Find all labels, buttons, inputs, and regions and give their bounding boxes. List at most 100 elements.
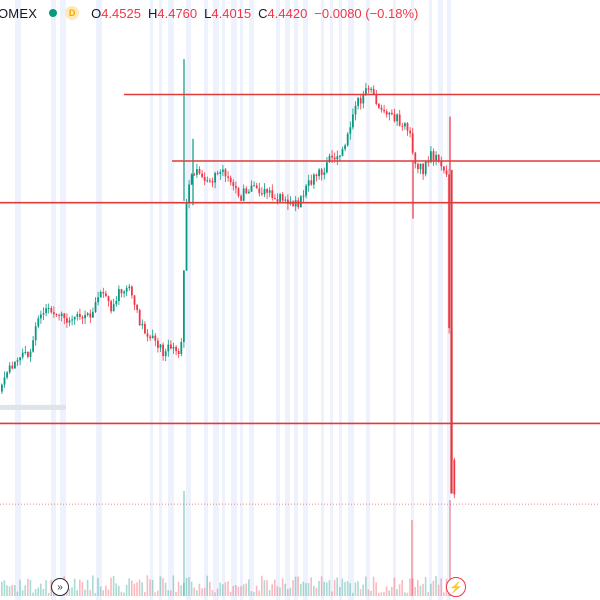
candle-body [24, 352, 27, 354]
candle-body [164, 351, 167, 357]
candle-body [396, 114, 398, 122]
candle-body [34, 326, 37, 341]
candle-body [58, 315, 60, 317]
candle-body [99, 292, 102, 298]
volume-bar [42, 588, 45, 596]
session-band [231, 0, 237, 600]
volume-bar [255, 585, 258, 596]
volume-bar [414, 586, 416, 596]
volume-bar [349, 583, 351, 596]
session-band [411, 0, 414, 600]
volume-bar [11, 584, 13, 596]
interval-badge[interactable]: D [65, 6, 80, 20]
candle-body [359, 97, 362, 104]
candle-body [344, 145, 346, 150]
ohlc-close: C4.4420 [258, 5, 308, 21]
volume-bar [333, 579, 336, 596]
candle-body [255, 185, 258, 189]
volume-bar [193, 587, 195, 596]
volume-bar [344, 581, 346, 596]
volume-bar [393, 577, 396, 596]
lightning-icon[interactable]: ⚡ [446, 577, 466, 597]
volume-bar [29, 579, 32, 596]
volume-bar [73, 578, 76, 596]
volume-bar [27, 578, 29, 596]
candle-body [159, 344, 162, 348]
candle-body [97, 297, 99, 303]
candle-body [216, 173, 219, 175]
volume-bar [245, 583, 247, 596]
candle-body [242, 188, 245, 201]
candle-body [352, 114, 354, 128]
volume-bar [362, 584, 364, 596]
session-band [150, 0, 153, 600]
volume-bar [229, 591, 232, 596]
candle-body [383, 109, 385, 112]
volume-bar [432, 580, 435, 596]
volume-bar [281, 578, 284, 596]
candle-body [453, 459, 456, 495]
candle-body [89, 313, 92, 318]
volume-bar [94, 592, 97, 596]
volume-bar [443, 592, 445, 596]
volume-bar [313, 586, 315, 596]
volume-bar [125, 584, 128, 596]
candle-body [362, 93, 365, 104]
candle-body [45, 308, 47, 314]
volume-bar [180, 585, 182, 596]
volume-bar [396, 589, 398, 596]
volume-bar [388, 590, 390, 596]
volume-bar [258, 590, 260, 596]
candle-body [66, 318, 68, 323]
volume-bar [232, 585, 234, 596]
volume-bar [115, 583, 117, 596]
candle-body [448, 174, 450, 329]
candle-body [440, 161, 443, 167]
double-chevron-right-icon[interactable]: » [51, 578, 69, 596]
volume-bar [211, 589, 214, 596]
volume-bar [170, 590, 172, 596]
volume-bar [289, 587, 292, 596]
session-band [204, 0, 208, 600]
candle-body [385, 111, 388, 115]
session-band [60, 0, 66, 600]
volume-bar [365, 576, 367, 596]
candle-body [115, 301, 118, 305]
candle-body [47, 308, 50, 310]
candle-body [118, 289, 120, 302]
candle-body [388, 112, 391, 115]
candle-body [3, 377, 6, 385]
volume-bar [250, 591, 253, 596]
candle-body [261, 193, 263, 195]
session-band [15, 0, 21, 600]
volume-bar [422, 583, 424, 596]
volume-bar [253, 592, 255, 596]
candle-body [365, 88, 367, 94]
candle-body [123, 291, 125, 294]
candle-body [68, 320, 71, 323]
volume-bar [326, 582, 328, 596]
volume-bar [79, 579, 81, 596]
volume-bar [110, 577, 112, 596]
session-band [303, 0, 308, 600]
symbol-name[interactable]: OMEX [0, 5, 38, 21]
candle-body [292, 201, 294, 207]
volume-bar [214, 592, 216, 596]
candle-body [40, 314, 42, 319]
candle-body [86, 313, 89, 315]
candle-body [398, 114, 401, 126]
candle-body [183, 270, 185, 343]
candle-body [94, 302, 97, 312]
volume-bar [370, 590, 372, 596]
candle-body [419, 163, 422, 170]
volume-bar [391, 586, 393, 596]
candle-body [443, 166, 445, 171]
candle-body [214, 173, 216, 183]
candle-body [268, 190, 271, 193]
volume-bar [297, 576, 299, 596]
candle-body [401, 125, 404, 127]
candle-body [112, 304, 115, 312]
candle-body [248, 191, 250, 194]
volume-bar [417, 580, 419, 596]
